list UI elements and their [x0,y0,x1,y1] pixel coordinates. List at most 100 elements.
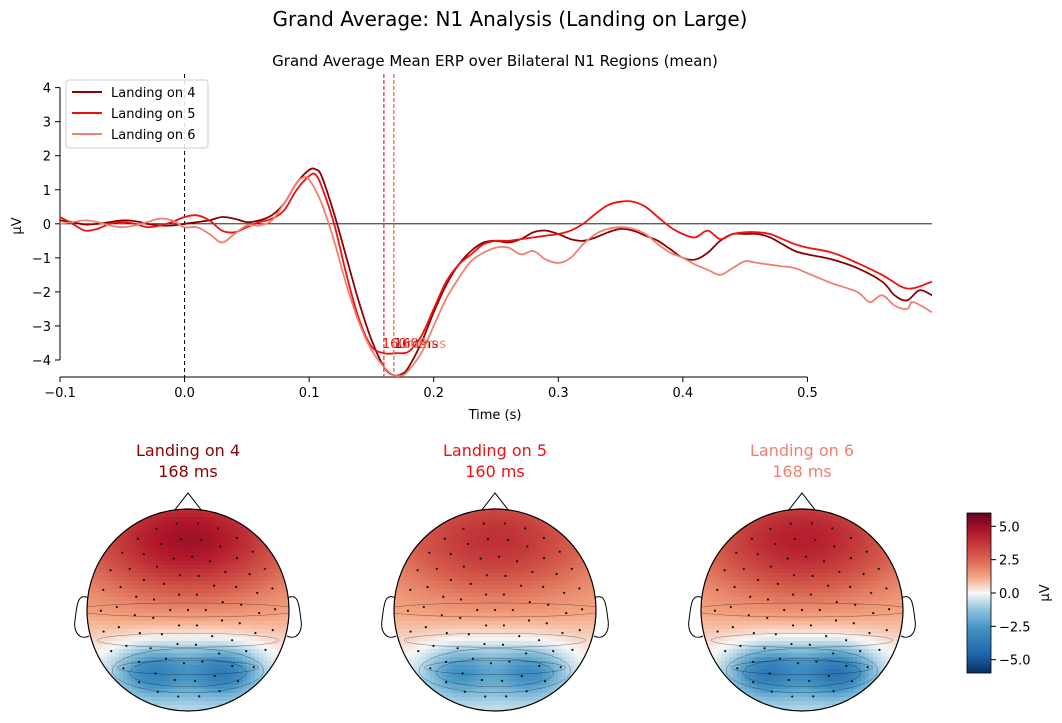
nose-outline [480,492,510,512]
left-ear-outline [74,596,90,638]
sensor-dot [429,667,432,670]
sensor-dot [538,664,541,667]
sensor-dot [217,527,220,530]
sensor-dot [739,644,742,648]
sensor-dot [865,550,868,553]
sensor-dot [443,537,447,540]
sensor-dot [769,565,772,568]
sensor-dot [164,657,168,660]
erp-axes: −0.1 0.0 0.1 0.2 0.3 0.4 0.5 −4 −3 −2 −1 0 1 2 3 4 [32,82,818,401]
contour-line [731,660,873,675]
topomap-subtitle: 168 ms [772,462,832,481]
sensor-dot [193,679,197,683]
sensor-dot [213,584,216,587]
sensor-dot [459,616,462,620]
sensor-dot [545,622,548,625]
sensor-dot [769,527,772,530]
sensor-dot [870,591,873,594]
contour-line [743,658,861,687]
y-tick-label: 1 [43,184,51,199]
sensor-dot [160,542,163,546]
sensor-dot [197,574,200,578]
contour-line [117,660,259,675]
sensor-dot [469,582,472,585]
sensor-dot [834,619,838,622]
x-tick-label: −0.1 [44,386,76,401]
sensor-dot [515,560,519,563]
sensor-dot [175,522,178,525]
sensor-dot [845,639,848,642]
colorbar: 5.0 2.5 0.0 −2.5 −5.0 µV [966,512,1053,674]
topomap-5: Landing on 5 160 ms [381,441,609,712]
sensor-dot [742,567,745,571]
sensor-dot [862,572,865,576]
sensor-dot [445,632,448,635]
sensor-dot [518,635,521,638]
sensor-dot [531,570,534,573]
peak-label-5: 160ms [382,337,426,352]
sensor-dot [406,609,410,612]
sensor-dot [538,639,541,642]
contour-line [112,648,264,694]
sensor-dot [543,680,547,683]
sensor-dot [235,536,238,540]
sensor-dot [182,662,186,665]
sensor-dot [177,695,180,698]
sensor-dot [503,522,506,525]
sensor-dot [231,639,234,642]
sensor-dot [563,591,566,594]
sensor-dot [736,667,739,670]
contour-line [403,633,587,648]
sensor-dot [416,569,419,572]
x-axis-label: Time (s) [468,408,522,423]
y-tick-label: −3 [32,320,51,335]
sensor-dot [852,622,855,625]
topomap-subtitle: 168 ms [158,462,218,481]
colorbar-tick-label: −2.5 [999,620,1031,635]
figure-title: Grand Average: N1 Analysis (Landing on L… [273,7,748,31]
sensor-dot [462,565,465,568]
sensor-dot [504,574,507,578]
sensor-dot [849,557,853,560]
sensor-dot [749,595,752,598]
right-ear-outline [593,596,609,638]
legend-label: Landing on 6 [111,128,196,143]
topomap-title: Landing on 6 [750,441,854,460]
sensor-dot [128,567,131,571]
sensor-dot [173,678,176,682]
sensor-dot [800,608,804,612]
y-tick-label: 0 [43,218,51,233]
sensor-dot [804,555,808,558]
sensor-dot [528,600,531,604]
sensor-dot [502,593,506,596]
sensor-dot [790,642,793,646]
sensor-dot [480,678,483,682]
sensor-dot [789,522,792,525]
sensor-dot [559,666,562,669]
sensor-dot [245,649,248,653]
sensor-dot [558,550,561,553]
sensor-dot [485,574,489,577]
sensor-dot [768,672,771,675]
sensor-dot [493,608,497,612]
sensor-dot [724,650,727,653]
sensor-dot [807,679,811,683]
sensor-dot [445,680,448,684]
sensor-dot [136,537,140,540]
sensor-dot [179,537,183,541]
sensor-dot [833,545,836,548]
sensor-dot [486,537,490,541]
sensor-dot [263,567,266,570]
y-tick-label: −4 [32,354,51,369]
sensor-dot [248,572,251,576]
x-tick-label: 0.4 [673,386,694,401]
x-tick-label: 0.2 [423,386,444,401]
sensor-dot [213,674,216,678]
sensor-dot [878,648,881,651]
sensor-dot [796,662,800,665]
sensor-dot [138,680,141,684]
sensor-dot [571,648,574,651]
sensor-dot [484,624,488,627]
sensor-dot [221,600,224,604]
